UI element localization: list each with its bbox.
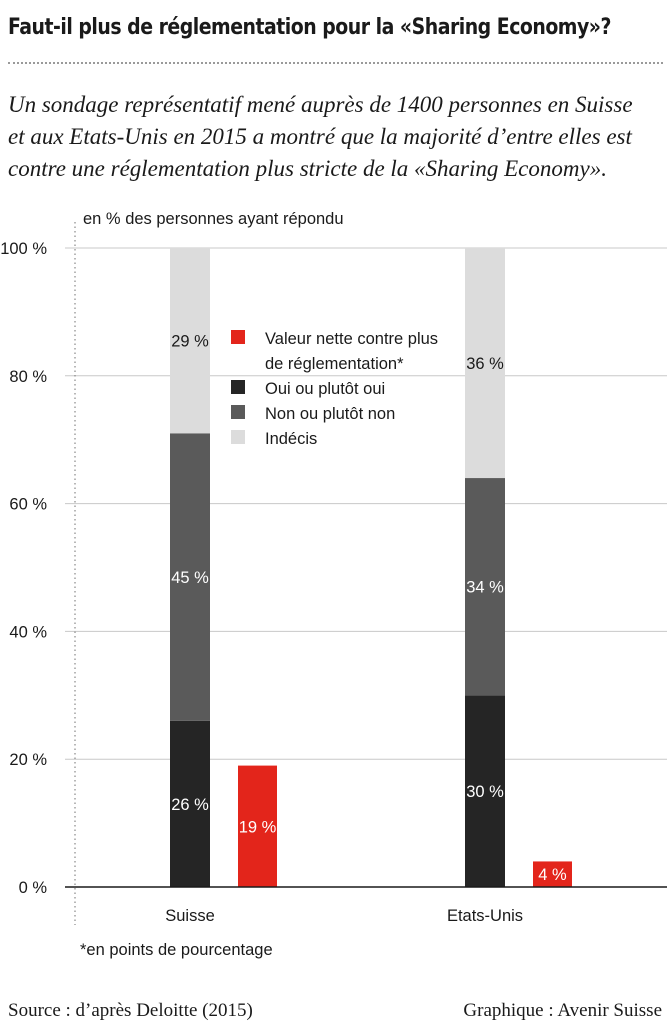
y-tick-label: 80 %: [9, 368, 47, 386]
y-tick-label: 60 %: [9, 496, 47, 514]
bar-segment: [465, 695, 505, 887]
bar-segment: [465, 478, 505, 696]
legend-label: Indécis: [265, 430, 317, 448]
bar-segment-label: 45 %: [171, 569, 209, 587]
x-category-label: Etats-Unis: [447, 907, 523, 925]
chart-subtitle: Un sondage représentatif mené auprès de …: [8, 89, 668, 185]
graphic-credit: Graphique : Avenir Suisse: [463, 1000, 662, 1021]
bar-segment-label: 36 %: [466, 355, 504, 373]
footnote: *en points de pourcentage: [80, 941, 273, 959]
legend-swatch: [231, 405, 245, 419]
net-value-bar: [533, 861, 572, 887]
bar-segment-label: 34 %: [466, 579, 504, 597]
y-tick-label: 40 %: [9, 623, 47, 641]
subtitle-line: et aux Etats-Unis en 2015 a montré que l…: [8, 124, 632, 149]
title-divider: [8, 62, 663, 64]
legend-swatch: [231, 430, 245, 444]
x-category-label: Suisse: [165, 907, 215, 925]
bar-segment-label: 26 %: [171, 796, 209, 814]
net-value-label: 19 %: [239, 818, 277, 836]
subtitle-line: contre une réglementation plus stricte d…: [8, 156, 607, 181]
net-value-label: 4 %: [538, 866, 567, 884]
source-note: Source : d’après Deloitte (2015): [8, 1000, 253, 1021]
legend-swatch: [231, 330, 245, 344]
bar-segment-label: 30 %: [466, 783, 504, 801]
subtitle-line: Un sondage représentatif mené auprès de …: [8, 92, 633, 117]
y-axis-unit-label: en % des personnes ayant répondu: [83, 210, 344, 228]
net-value-bar: [238, 765, 277, 887]
y-tick-label: 0 %: [19, 879, 48, 897]
legend-label: Oui ou plutôt oui: [265, 380, 385, 398]
bar-segment-label: 29 %: [171, 333, 209, 351]
bar-segment: [170, 433, 210, 721]
legend-label: Valeur nette contre plus: [265, 330, 438, 348]
y-tick-label: 100 %: [0, 240, 47, 258]
bar-segment: [170, 248, 210, 434]
chart-title: Faut-il plus de réglementation pour la «…: [8, 14, 611, 40]
legend-label: de réglementation*: [265, 355, 404, 373]
bar-segment: [465, 248, 505, 479]
y-tick-label: 20 %: [9, 751, 47, 769]
bar-segment: [170, 720, 210, 887]
legend-label: Non ou plutôt non: [265, 405, 395, 423]
legend-swatch: [231, 380, 245, 394]
